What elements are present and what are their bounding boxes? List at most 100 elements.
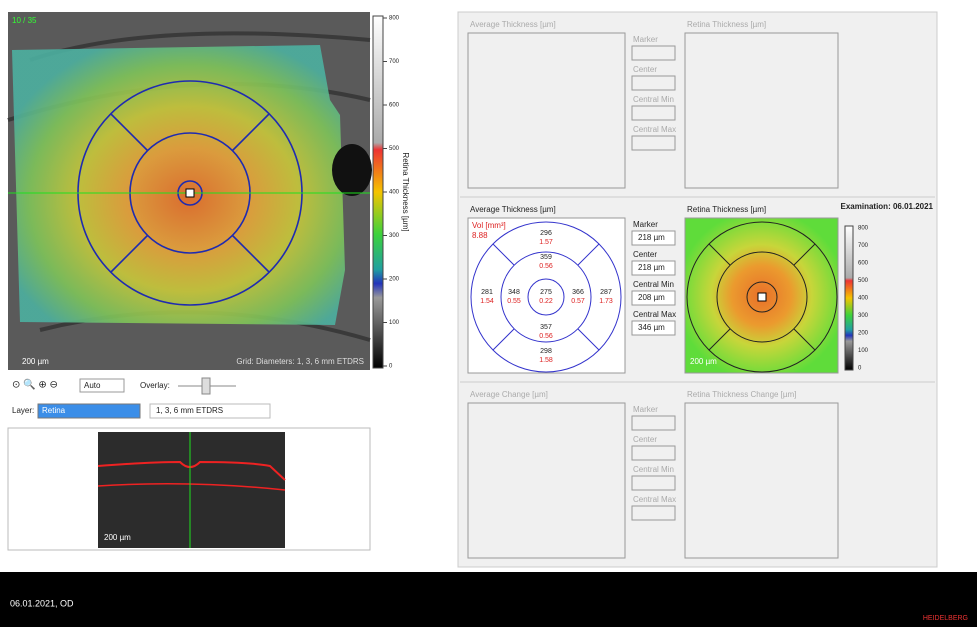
etdrs-ring <box>500 251 592 343</box>
sector-thickness: 359 <box>540 254 552 261</box>
colorbar-label: 0 <box>389 364 393 370</box>
field-box <box>631 415 676 431</box>
field-value: 218 µm <box>638 263 665 272</box>
bscan-image <box>98 432 285 548</box>
field-label: Central Min <box>633 280 674 289</box>
field-label: Marker <box>633 35 658 44</box>
grid-caption: Grid: Diameters: 1, 3, 6 mm ETDRS <box>236 357 364 366</box>
sector-thickness: 287 <box>600 289 612 296</box>
toolbar: ⊙ 🔍 ⊕ ⊖ Auto Overlay: Layer: Retina 1, 3… <box>12 377 271 419</box>
layer-value: Retina <box>42 406 66 415</box>
examination: Examination: 06.01.2021 <box>841 202 934 211</box>
total-volume: 8.88 <box>472 231 488 240</box>
colorbar-label: 700 <box>389 59 400 65</box>
field-box <box>631 320 676 336</box>
grid-select[interactable] <box>149 403 271 419</box>
sector-volume: 1.57 <box>539 239 553 246</box>
colorbar-label: 400 <box>858 296 869 302</box>
footer <box>0 572 977 627</box>
etdrs-ring <box>470 221 622 373</box>
etdrs-ring <box>527 278 565 316</box>
layer-label: Layer: <box>12 406 34 415</box>
field-box <box>631 260 676 276</box>
field-box <box>631 105 676 121</box>
sector-thickness: 348 <box>508 289 520 296</box>
zoom-icons[interactable]: ⊙ 🔍 ⊕ ⊖ <box>12 378 58 391</box>
colorbar <box>844 225 854 371</box>
colorbar-label: 500 <box>858 278 869 284</box>
field-label: Central Max <box>633 495 676 504</box>
field-box <box>631 475 676 491</box>
zoom-select[interactable] <box>79 378 125 393</box>
sector-volume: 0.56 <box>539 263 553 270</box>
field-label: Marker <box>633 405 658 414</box>
field-label: Central Min <box>633 465 674 474</box>
sector-volume: 1.73 <box>599 298 613 305</box>
map-ring <box>746 281 778 313</box>
colorbar-label: 0 <box>858 366 862 372</box>
zoom-value: Auto <box>84 381 101 390</box>
sector-volume: 0.55 <box>507 298 521 305</box>
brand: HEIDELBERG <box>923 615 968 622</box>
colorbar-label: 600 <box>858 261 869 267</box>
colorbar-label: 800 <box>389 16 400 22</box>
sector-volume: 0.57 <box>571 298 585 305</box>
field-box <box>631 135 676 151</box>
colorbar-label: 500 <box>389 146 400 152</box>
sector-thickness: 275 <box>540 289 552 296</box>
sector-thickness: 357 <box>540 324 552 331</box>
grid-value: 1, 3, 6 mm ETDRS <box>156 406 223 415</box>
field-label: Central Min <box>633 95 674 104</box>
right-title: Retina Thickness Change [µm] <box>687 390 796 399</box>
map-scale: 200 µm <box>690 357 717 366</box>
field-box <box>631 45 676 61</box>
field-box <box>631 75 676 91</box>
field-value: 208 µm <box>638 293 665 302</box>
field-value: 346 µm <box>638 323 665 332</box>
colorbar-label: 400 <box>389 190 400 196</box>
colorbar-title: Retina Thickness [µm] <box>401 152 410 231</box>
sector-thickness: 281 <box>481 289 493 296</box>
colorbar-label: 300 <box>858 313 869 319</box>
field-value: 218 µm <box>638 233 665 242</box>
field-label: Center <box>633 65 657 74</box>
colorbar-label: 300 <box>389 233 400 239</box>
center-marker <box>185 188 195 198</box>
field-label: Center <box>633 250 657 259</box>
left-title: Average Change [µm] <box>470 390 548 399</box>
sector-thickness: 296 <box>540 230 552 237</box>
thickness-overlay <box>12 45 345 325</box>
bm-line <box>97 483 286 491</box>
colorbar-label: 600 <box>389 103 400 109</box>
right-title: Retina Thickness [µm] <box>687 20 766 29</box>
colorbar-label: 700 <box>858 243 869 249</box>
map-center <box>757 292 767 302</box>
field-label: Center <box>633 435 657 444</box>
sector-thickness: 366 <box>572 289 584 296</box>
left-title: Average Thickness [µm] <box>470 20 556 29</box>
field-label: Central Max <box>633 125 676 134</box>
map-ring <box>716 251 808 343</box>
field-box <box>631 505 676 521</box>
scan-counter: 10 / 35 <box>12 16 37 25</box>
bscan-scale: 200 µm <box>104 533 131 542</box>
sector-volume: 0.22 <box>539 298 553 305</box>
field-box <box>631 445 676 461</box>
exam-info: 06.01.2021, OD <box>10 598 74 608</box>
overlay-label: Overlay: <box>140 381 170 390</box>
etdrs-spokes <box>492 243 600 351</box>
sector-thickness: 298 <box>540 348 552 355</box>
right-title: Retina Thickness [µm] <box>687 205 766 214</box>
slider-thumb[interactable] <box>201 377 211 395</box>
sector-volume: 1.54 <box>480 298 494 305</box>
colorbar-label: 200 <box>858 331 869 337</box>
left-box <box>467 32 626 189</box>
field-box <box>631 290 676 306</box>
vol-label: Vol [mm³] <box>472 221 506 230</box>
colorbar <box>372 15 384 369</box>
layer-select[interactable] <box>37 403 141 419</box>
map-spokes <box>708 243 816 351</box>
colorbar-label: 800 <box>858 226 869 232</box>
sector-volume: 0.56 <box>539 333 553 340</box>
